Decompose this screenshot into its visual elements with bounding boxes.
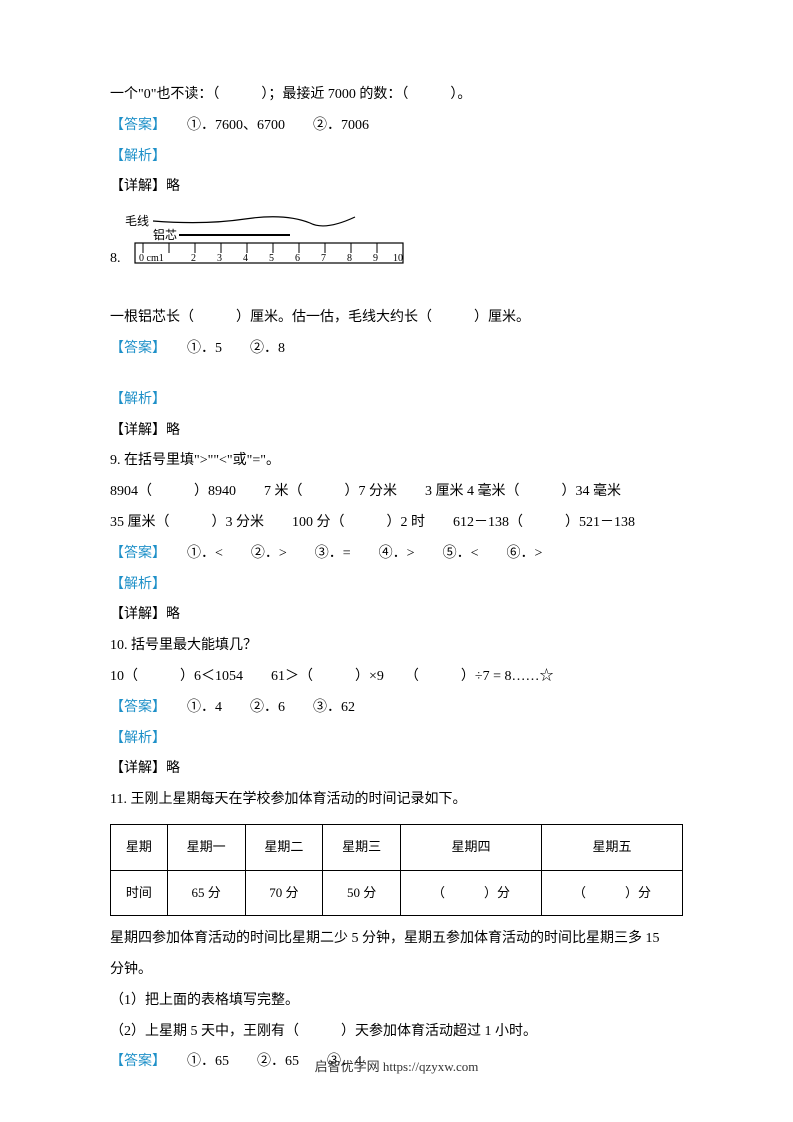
q8-analysis: 【解析】 bbox=[110, 385, 683, 416]
q7-analysis: 【解析】 bbox=[110, 142, 683, 173]
table-header: 星期五 bbox=[542, 824, 683, 870]
q11-title: 11. 王刚上星期每天在学校参加体育活动的时间记录如下。 bbox=[110, 785, 683, 816]
q7-answer-text: ①．7600、6700 ②．7006 bbox=[159, 118, 369, 133]
svg-text:9: 9 bbox=[373, 253, 378, 264]
svg-text:5: 5 bbox=[269, 253, 274, 264]
q11-line1: 星期四参加体育活动的时间比星期二少 5 分钟，星期五参加体育活动的时间比星期三多… bbox=[110, 924, 683, 955]
table-cell: 50 分 bbox=[323, 870, 401, 916]
analysis-label: 解析 bbox=[124, 392, 152, 407]
svg-text:7: 7 bbox=[321, 253, 326, 264]
svg-text:2: 2 bbox=[191, 253, 196, 264]
table-header: 星期四 bbox=[401, 824, 542, 870]
q9-line1: 8904（ ）8940 7 米（ ）7 分米 3 厘米 4 毫米（ ）34 毫米 bbox=[110, 477, 683, 508]
analysis-label: 解析 bbox=[124, 149, 152, 164]
svg-text:8: 8 bbox=[347, 253, 352, 264]
q9-detail: 【详解】略 bbox=[110, 600, 683, 631]
wool-label-svg: 毛线 bbox=[125, 214, 149, 228]
q11-sub2: （2）上星期 5 天中，王刚有（ ）天参加体育活动超过 1 小时。 bbox=[110, 1017, 683, 1048]
ruler-svg: 毛线 铝芯 0 cm1 2 3 4 5 6 bbox=[125, 213, 405, 273]
q7-detail: 【详解】略 bbox=[110, 172, 683, 203]
q11-table: 星期 星期一 星期二 星期三 星期四 星期五 时间 65 分 70 分 50 分… bbox=[110, 824, 683, 916]
footer: 启智优学网 https://qzyxw.com bbox=[0, 1053, 793, 1082]
q7-line1: 一个"0"也不读：（ ）；最接近 7000 的数：（ ）。 bbox=[110, 80, 683, 111]
table-header: 星期三 bbox=[323, 824, 401, 870]
wool-path bbox=[153, 217, 355, 226]
svg-text:6: 6 bbox=[295, 253, 300, 264]
q10-title: 10. 括号里最大能填几？ bbox=[110, 631, 683, 662]
q9-answer: 【答案】 ①．< ②．> ③．= ④．> ⑤．< ⑥．> bbox=[110, 539, 683, 570]
analysis-label: 解析 bbox=[124, 731, 152, 746]
answer-label: 答案 bbox=[124, 341, 152, 356]
q8-number: 8. bbox=[110, 244, 121, 283]
answer-label: 答案 bbox=[124, 118, 152, 133]
q9-line2: 35 厘米（ ）3 分米 100 分（ ）2 时 612－138（ ）521－1… bbox=[110, 508, 683, 539]
svg-text:10: 10 bbox=[393, 253, 403, 264]
answer-label: 答案 bbox=[124, 700, 152, 715]
svg-text:4: 4 bbox=[243, 253, 248, 264]
table-row: 星期 星期一 星期二 星期三 星期四 星期五 bbox=[111, 824, 683, 870]
q10-answer: 【答案】 ①．4 ②．6 ③．62 bbox=[110, 693, 683, 724]
table-header: 星期一 bbox=[167, 824, 245, 870]
q10-analysis: 【解析】 bbox=[110, 724, 683, 755]
table-cell: 时间 bbox=[111, 870, 168, 916]
table-cell: （ ）分 bbox=[542, 870, 683, 916]
q8-question: 一根铝芯长（ ）厘米。估一估，毛线大约长（ ）厘米。 bbox=[110, 303, 683, 334]
analysis-label: 解析 bbox=[124, 577, 152, 592]
q10-line1: 10（ ）6＜1054 61＞（ ）×9 （ ）÷7 = 8……☆ bbox=[110, 662, 683, 693]
ruler-container: 毛线 铝芯 0 cm1 2 3 4 5 6 bbox=[125, 213, 405, 273]
q8-answer-text: ①．5 ②．8 bbox=[159, 341, 285, 356]
q8-row: 8. 毛线 铝芯 0 cm1 2 3 4 bbox=[110, 203, 683, 283]
q9-analysis: 【解析】 bbox=[110, 570, 683, 601]
table-cell: （ ）分 bbox=[401, 870, 542, 916]
q10-detail: 【详解】略 bbox=[110, 754, 683, 785]
q9-title: 9. 在括号里填">""<"或"="。 bbox=[110, 446, 683, 477]
q9-answer-text: ①．< ②．> ③．= ④．> ⑤．< ⑥．> bbox=[159, 546, 542, 561]
q10-answer-text: ①．4 ②．6 ③．62 bbox=[159, 700, 355, 715]
table-cell: 70 分 bbox=[245, 870, 323, 916]
answer-label: 答案 bbox=[124, 546, 152, 561]
table-cell: 65 分 bbox=[167, 870, 245, 916]
table-header: 星期 bbox=[111, 824, 168, 870]
q8-answer: 【答案】 ①．5 ②．8 bbox=[110, 334, 683, 365]
q11-sub1: （1）把上面的表格填写完整。 bbox=[110, 986, 683, 1017]
q8-detail: 【详解】略 bbox=[110, 416, 683, 447]
svg-text:3: 3 bbox=[217, 253, 222, 264]
table-header: 星期二 bbox=[245, 824, 323, 870]
svg-text:0 cm1: 0 cm1 bbox=[139, 253, 164, 264]
lead-label-svg: 铝芯 bbox=[153, 227, 177, 242]
q7-answer: 【答案】 ①．7600、6700 ②．7006 bbox=[110, 111, 683, 142]
table-row: 时间 65 分 70 分 50 分 （ ）分 （ ）分 bbox=[111, 870, 683, 916]
q11-line2: 分钟。 bbox=[110, 955, 683, 986]
